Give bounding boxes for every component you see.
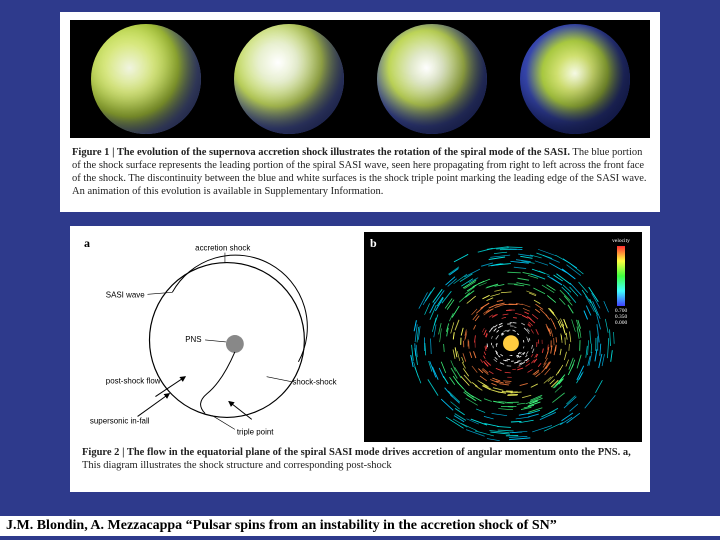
figure2-panel: a [70, 226, 650, 492]
figure2-caption-bold: The flow in the equatorial plane of the … [127, 447, 631, 458]
figure1-panel: Figure 1 | The evolution of the supernov… [60, 12, 660, 212]
label-triple-point: triple point [237, 427, 274, 436]
colorbar-gradient [617, 246, 625, 306]
label-accretion-shock: accretion shock [195, 244, 250, 253]
label-post-shock: post-shock flow [106, 377, 161, 386]
label-pns: PNS [185, 335, 201, 344]
colorbar-title: velocity [604, 238, 638, 244]
figure1-caption: Figure 1 | The evolution of the supernov… [60, 144, 660, 205]
velocity-flow-plot [364, 232, 642, 441]
label-supersonic: supersonic in-fall [90, 416, 150, 425]
panel-a-letter: a [84, 236, 90, 251]
figure2-caption-body: This diagram illustrates the shock struc… [82, 460, 392, 471]
figure1-caption-bold: The evolution of the supernova accretion… [117, 147, 570, 158]
figure2-panel-b: b velocity 0.700 0.350 0.000 [364, 232, 642, 442]
figure2-panel-a: a [78, 232, 356, 442]
panel-b-letter: b [370, 236, 377, 251]
citation-bar: J.M. Blondin, A. Mezzacappa “Pulsar spin… [0, 516, 720, 536]
figure1-label: Figure 1 [72, 147, 109, 158]
citation-text: J.M. Blondin, A. Mezzacappa “Pulsar spin… [6, 518, 557, 533]
sasi-diagram: accretion shock SASI wave PNS shock-shoc… [78, 232, 356, 442]
sphere-frame-1 [91, 24, 201, 134]
figure2-label: Figure 2 [82, 447, 119, 458]
figure1-image-strip [70, 20, 650, 138]
sphere-frame-4 [520, 24, 630, 134]
figure2-caption: Figure 2 | The flow in the equatorial pl… [70, 444, 650, 476]
velocity-colorbar: velocity 0.700 0.350 0.000 [604, 238, 638, 326]
colorbar-tick-4: 0.000 [604, 320, 638, 326]
sphere-frame-3 [377, 24, 487, 134]
label-shock-shock: shock-shock [292, 378, 336, 387]
sphere-frame-2 [234, 24, 344, 134]
figure2-image-row: a [70, 226, 650, 444]
label-sasi-wave: SASI wave [106, 290, 145, 299]
